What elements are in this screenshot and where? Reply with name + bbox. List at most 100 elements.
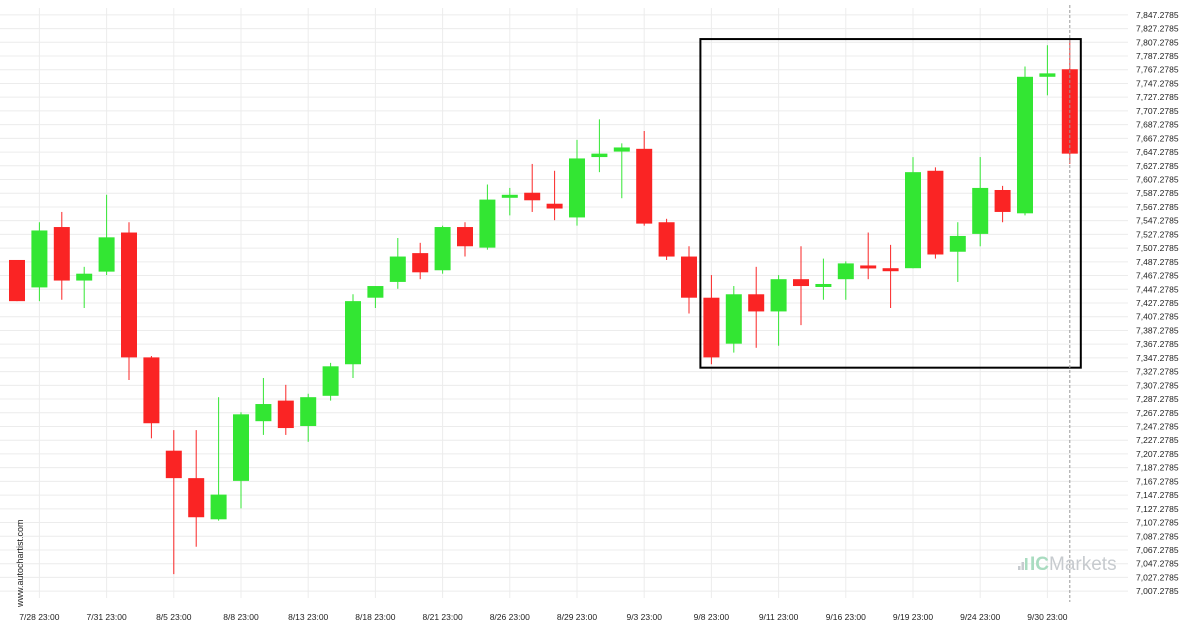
x-tick-label: 8/13 23:00	[288, 612, 328, 622]
candle-body	[770, 279, 787, 312]
y-tick-label: 7,167.2785	[1136, 476, 1179, 486]
candle-bearish	[681, 246, 697, 314]
candle-bullish	[300, 393, 317, 442]
y-tick-label: 7,767.2785	[1136, 65, 1179, 75]
candle-bullish	[389, 238, 406, 289]
candle-body	[905, 172, 921, 269]
candle-body	[703, 297, 720, 358]
y-tick-label: 7,047.2785	[1136, 559, 1179, 569]
candle-bullish	[479, 184, 496, 250]
y-tick-label: 7,307.2785	[1136, 380, 1179, 390]
candle-bearish	[882, 244, 899, 308]
y-tick-label: 7,387.2785	[1136, 325, 1179, 335]
x-tick-label: 9/8 23:00	[694, 612, 730, 622]
candle-body	[277, 400, 294, 429]
candle-body	[927, 170, 944, 255]
candle-body	[143, 357, 160, 424]
candle-body	[389, 256, 406, 282]
y-tick-label: 7,207.2785	[1136, 449, 1179, 459]
y-tick-label: 7,487.2785	[1136, 257, 1179, 267]
candle-bullish	[98, 194, 115, 276]
x-tick-label: 7/28 23:00	[19, 612, 59, 622]
x-tick-label: 8/8 23:00	[223, 612, 259, 622]
y-tick-label: 7,607.2785	[1136, 175, 1179, 185]
candle-body	[882, 268, 899, 272]
candle-body	[837, 263, 854, 280]
y-tick-label: 7,367.2785	[1136, 339, 1179, 349]
x-axis: 7/28 23:00 7/31 23:00 8/5 23:00 8/8 23:00 8/…	[19, 612, 1067, 622]
candle-body	[658, 222, 675, 257]
candle-bullish	[770, 275, 787, 346]
candle-body	[434, 227, 451, 271]
x-tick-label: 8/26 23:00	[490, 612, 530, 622]
y-tick-label: 7,567.2785	[1136, 202, 1179, 212]
candle-body	[681, 256, 697, 298]
y-tick-label: 7,807.2785	[1136, 37, 1179, 47]
x-tick-label: 8/18 23:00	[355, 612, 395, 622]
y-tick-label: 7,107.2785	[1136, 518, 1179, 528]
brand-logo: ICMarkets	[1018, 554, 1117, 575]
candle-body	[233, 414, 249, 481]
x-tick-label: 9/16 23:00	[826, 612, 866, 622]
candle-body	[636, 148, 653, 224]
candle-body	[300, 397, 317, 426]
candle-bullish	[210, 397, 227, 521]
y-tick-label: 7,687.2785	[1136, 120, 1179, 130]
bars-logo-icon	[1018, 558, 1028, 570]
y-tick-label: 7,667.2785	[1136, 133, 1179, 143]
candle-body	[613, 147, 630, 152]
y-tick-label: 7,267.2785	[1136, 408, 1179, 418]
candle-body	[591, 153, 608, 158]
y-tick-label: 7,147.2785	[1136, 490, 1179, 500]
y-tick-label: 7,747.2785	[1136, 78, 1179, 88]
candle-bullish	[345, 294, 361, 378]
candle-bearish	[165, 430, 182, 575]
candle-bullish	[837, 261, 854, 300]
y-tick-label: 7,127.2785	[1136, 504, 1179, 514]
candle-bullish	[613, 143, 630, 199]
y-tick-label: 7,707.2785	[1136, 106, 1179, 116]
candle-bullish	[569, 139, 585, 226]
x-tick-label: 8/5 23:00	[156, 612, 192, 622]
candle-bullish	[31, 222, 48, 302]
candle-body	[748, 294, 765, 312]
candle-body	[725, 294, 742, 344]
candle-body	[9, 259, 25, 302]
candle-bearish	[277, 384, 294, 435]
candle-body	[76, 273, 93, 281]
candle-body	[255, 404, 272, 422]
y-tick-label: 7,407.2785	[1136, 312, 1179, 322]
candle-body	[98, 237, 115, 272]
candle-bullish	[1017, 66, 1033, 216]
x-tick-label: 8/21 23:00	[423, 612, 463, 622]
y-tick-label: 7,427.2785	[1136, 298, 1179, 308]
candle-body	[860, 265, 877, 269]
candle-bearish	[188, 430, 205, 547]
candle-bearish	[524, 163, 541, 212]
candle-body	[949, 235, 966, 252]
y-tick-label: 7,527.2785	[1136, 229, 1179, 239]
y-tick-label: 7,287.2785	[1136, 394, 1179, 404]
y-tick-label: 7,727.2785	[1136, 92, 1179, 102]
x-tick-label: 9/24 23:00	[960, 612, 1000, 622]
candle-bullish	[905, 157, 921, 269]
y-tick-label: 7,587.2785	[1136, 188, 1179, 198]
overlays	[699, 5, 1082, 602]
candle-body	[367, 286, 384, 298]
candles	[9, 39, 1078, 575]
candle-bearish	[658, 218, 675, 260]
candle-body	[815, 283, 832, 287]
brand-prefix: IC	[1030, 554, 1049, 575]
candle-bullish	[501, 187, 518, 216]
x-tick-label: 9/11 23:00	[759, 612, 799, 622]
candle-body	[972, 187, 989, 234]
x-tick-label: 9/3 23:00	[626, 612, 662, 622]
candle-bearish	[860, 232, 877, 280]
candle-bullish	[322, 362, 339, 401]
candle-body	[793, 279, 809, 287]
candle-bullish	[367, 286, 384, 308]
candle-bearish	[793, 246, 809, 326]
brand-suffix: Markets	[1049, 554, 1117, 575]
